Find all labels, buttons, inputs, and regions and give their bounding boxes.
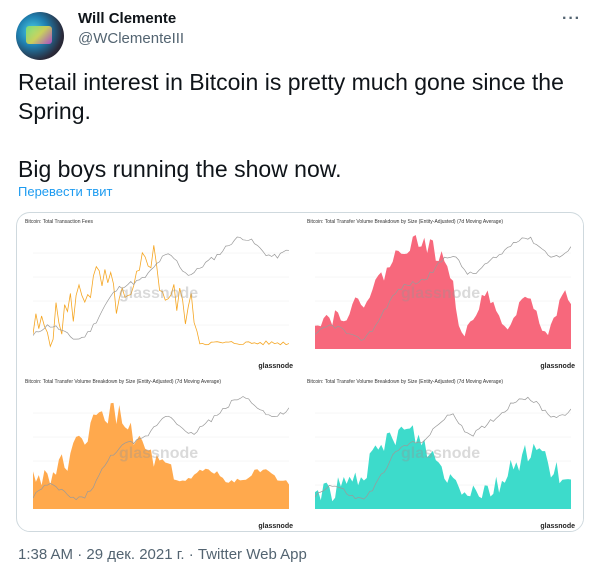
- chart-plot: [315, 396, 571, 509]
- tweet-text: Retail interest in Bitcoin is pretty muc…: [18, 69, 564, 182]
- translate-tweet-link[interactable]: Перевести твит: [18, 184, 113, 199]
- chart-panel-transaction-fees[interactable]: Bitcoin: Total Transaction Fees glassnod…: [19, 215, 301, 373]
- chart-watermark: glassnode: [401, 285, 481, 302]
- chart-watermark: glassnode: [119, 285, 199, 302]
- chart-brand: glassnode: [258, 363, 293, 370]
- tweet-media-grid[interactable]: Bitcoin: Total Transaction Fees glassnod…: [16, 212, 584, 532]
- chart-watermark: glassnode: [119, 445, 199, 462]
- chart-brand: glassnode: [540, 363, 575, 370]
- chart-title: Bitcoin: Total Transaction Fees: [25, 219, 93, 225]
- chart-series-area: [315, 425, 571, 509]
- author-handle[interactable]: @WClementeIII: [78, 30, 185, 47]
- author-name[interactable]: Will Clemente: [78, 10, 177, 27]
- avatar[interactable]: [16, 12, 64, 60]
- chart-title: Bitcoin: Total Transfer Volume Breakdown…: [307, 379, 504, 385]
- chart-plot: [315, 235, 571, 349]
- chart-panel-transfer-volume-1[interactable]: Bitcoin: Total Transfer Volume Breakdown…: [301, 215, 583, 373]
- chart-panel-transfer-volume-3[interactable]: Bitcoin: Total Transfer Volume Breakdown…: [301, 375, 583, 531]
- chart-price-line: [315, 236, 571, 341]
- chart-brand: glassnode: [540, 523, 575, 530]
- chart-series-area: [33, 402, 289, 509]
- chart-series-area: [33, 245, 289, 348]
- chart-brand: glassnode: [258, 523, 293, 530]
- chart-title: Bitcoin: Total Transfer Volume Breakdown…: [25, 379, 222, 385]
- chart-panel-transfer-volume-2[interactable]: Bitcoin: Total Transfer Volume Breakdown…: [19, 375, 301, 531]
- chart-title: Bitcoin: Total Transfer Volume Breakdown…: [307, 219, 504, 225]
- chart-watermark: glassnode: [401, 445, 481, 462]
- chart-price-line: [33, 236, 289, 340]
- chart-plot: [33, 396, 289, 509]
- chart-price-line: [33, 396, 289, 501]
- chart-plot: [33, 236, 289, 348]
- tweet-timestamp[interactable]: 1:38 AM · 29 дек. 2021 г. · Twitter Web …: [18, 546, 307, 563]
- tweet-header: Will Clemente @WClementeIII ···: [16, 8, 585, 60]
- more-horizontal-icon[interactable]: ···: [562, 10, 581, 27]
- chart-price-line: [315, 396, 571, 500]
